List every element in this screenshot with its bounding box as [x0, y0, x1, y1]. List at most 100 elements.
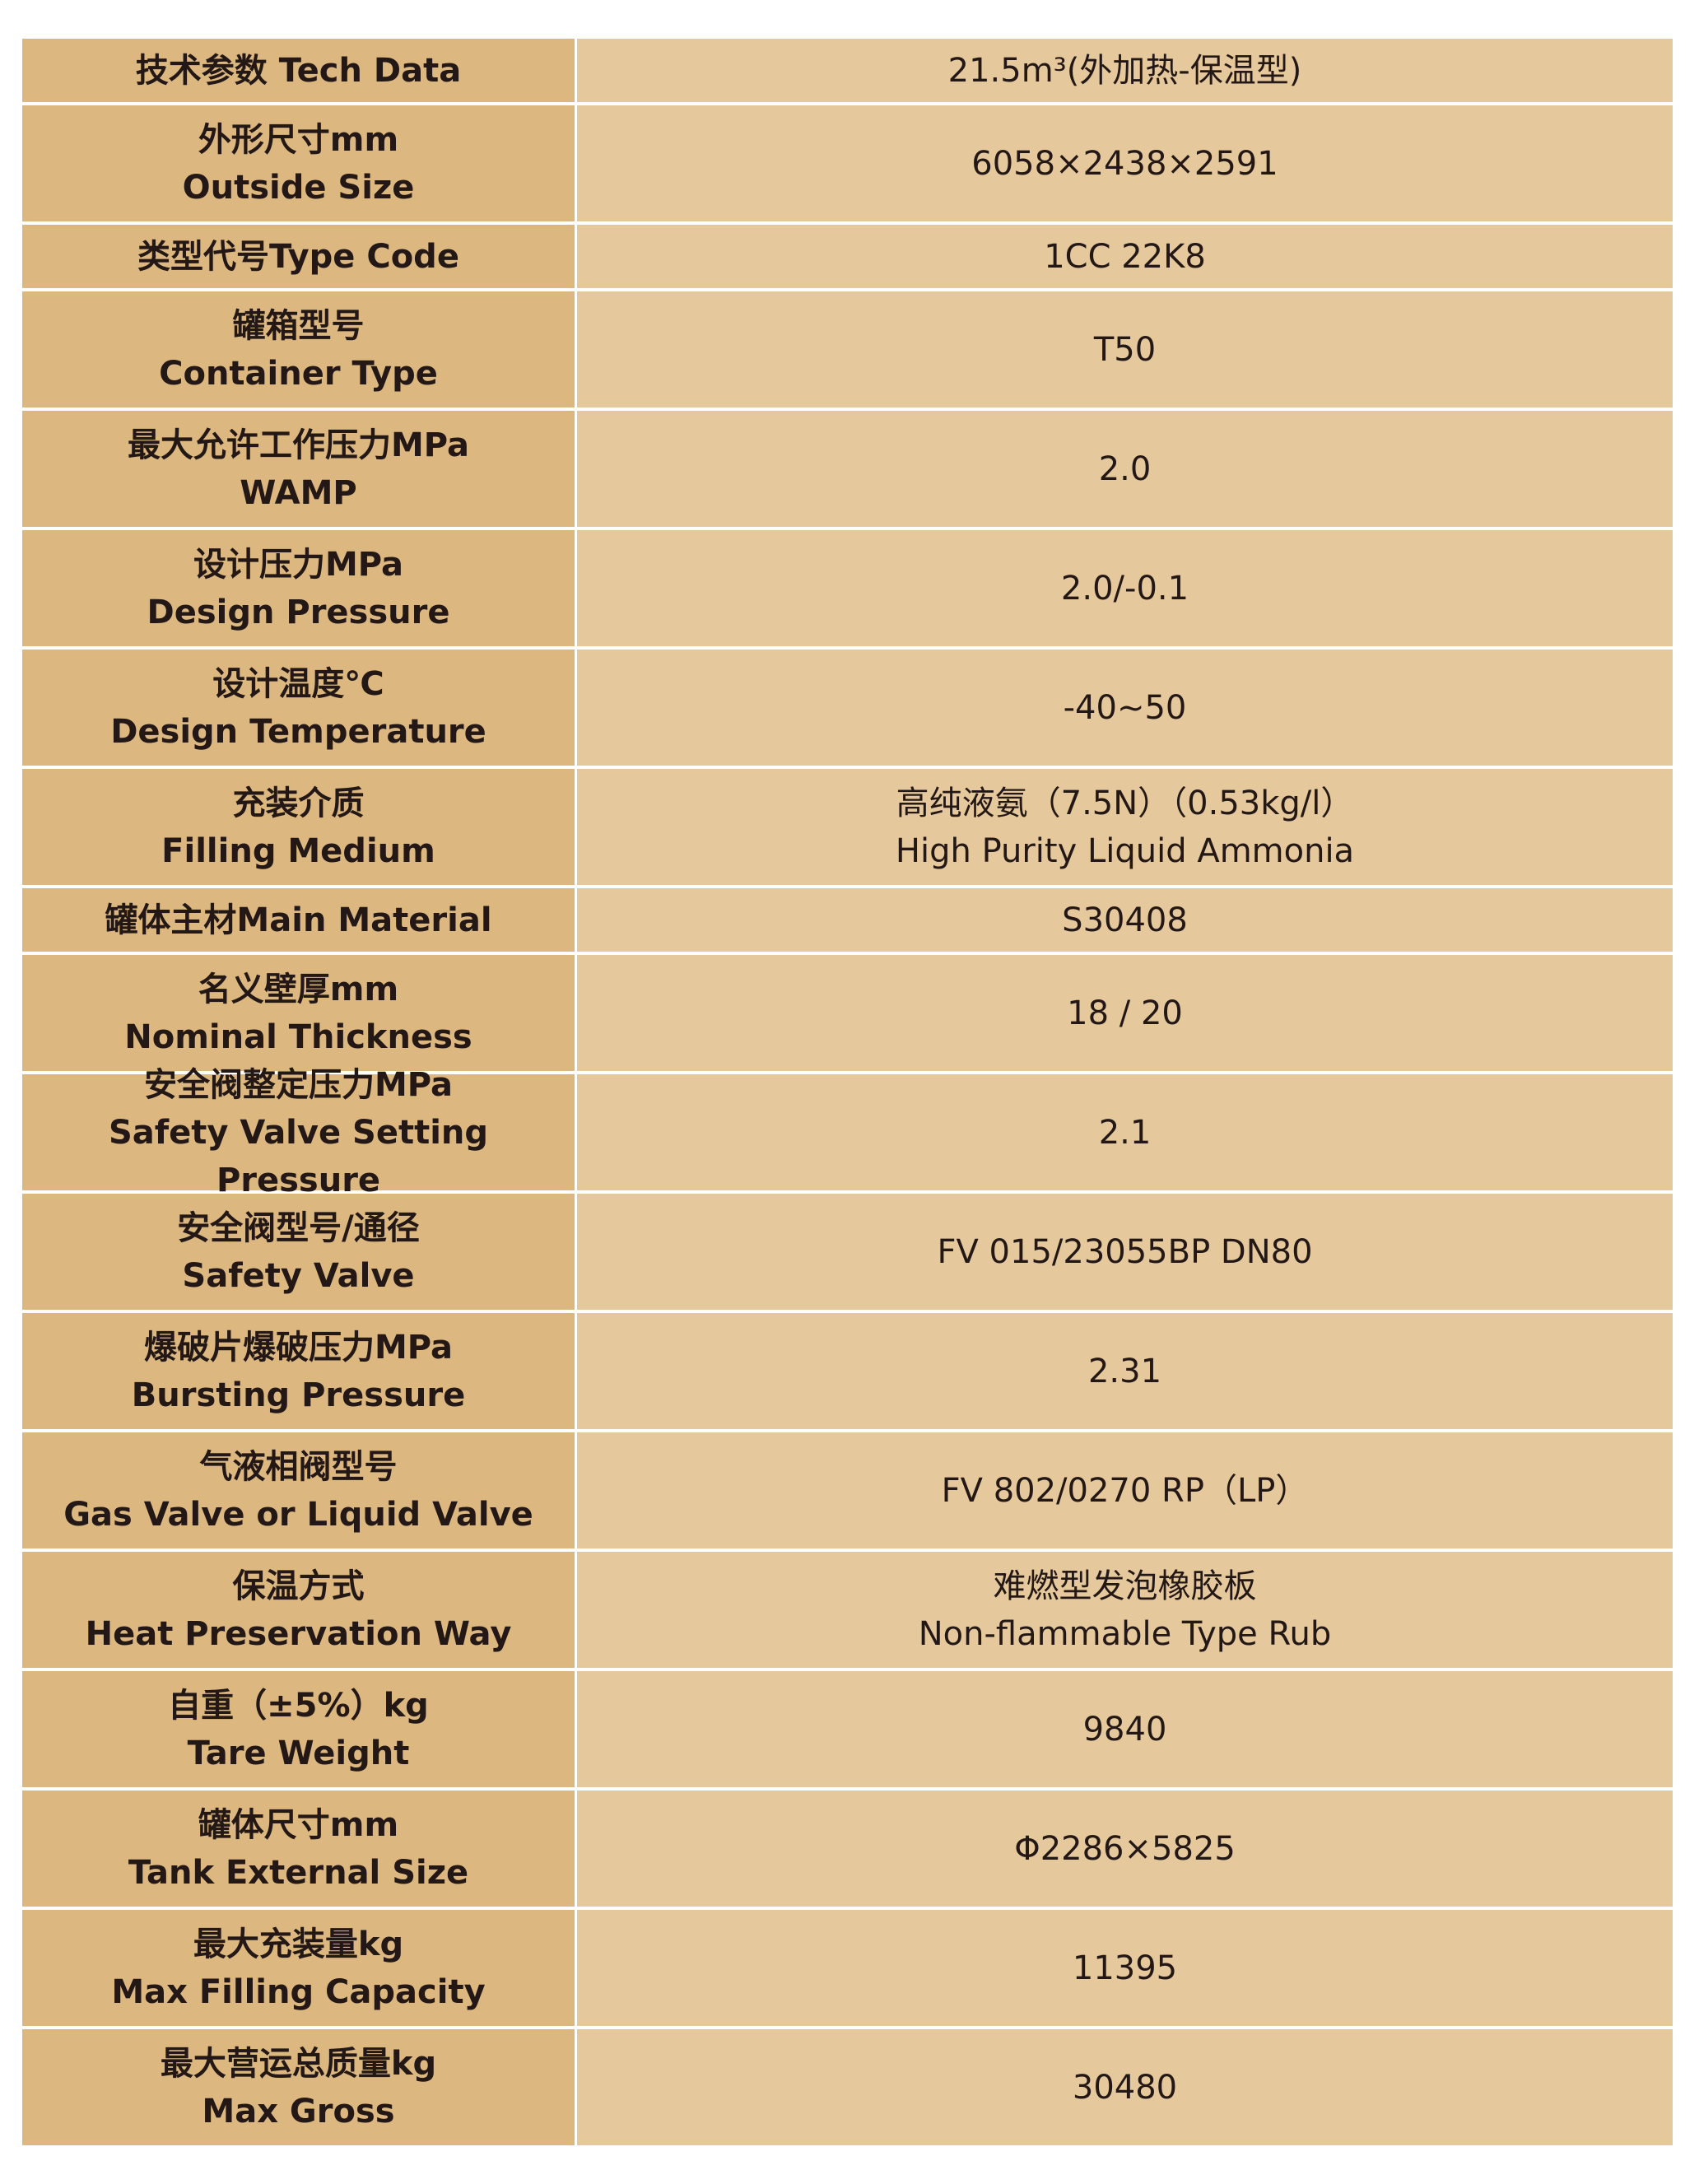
row-value: 30480	[577, 2029, 1673, 2145]
row-label: 自重（±5%）kg Tare Weight	[22, 1671, 577, 1787]
row-label: 安全阀整定压力MPa Safety Valve Setting Pressure	[22, 1066, 577, 1199]
row-label: 爆破片爆破压力MPa Bursting Pressure	[22, 1313, 577, 1429]
row-value: 1CC 22K8	[577, 225, 1673, 288]
label-chinese: 罐箱型号	[232, 306, 365, 345]
table-row: 自重（±5%）kg Tare Weight 9840	[22, 1671, 1673, 1791]
label-chinese: 类型代号Type Code	[137, 237, 459, 276]
table-row: 最大营运总质量kg Max Gross 30480	[22, 2029, 1673, 2149]
value-text: 6058×2438×2591	[971, 144, 1278, 183]
table-row: 安全阀整定压力MPa Safety Valve Setting Pressure 2…	[22, 1066, 1673, 1199]
value-text: T50	[1093, 330, 1157, 369]
table-row: 罐箱型号 Container Type T50	[22, 291, 1673, 411]
row-label: 罐体尺寸mm Tank External Size	[22, 1791, 577, 1907]
label-chinese: 最大充装量kg	[193, 1925, 404, 1963]
value-text: 2.31	[1087, 1352, 1162, 1390]
label-chinese: 罐体尺寸mm	[198, 1805, 399, 1844]
spec-table: 技术参数 Tech Data 21.5m³(外加热-保温型) 外形尺寸mm Outsi…	[22, 39, 1673, 2149]
label-english: Filling Medium	[161, 831, 435, 870]
label-chinese: 设计压力MPa	[193, 545, 404, 584]
label-chinese: 设计温度℃	[212, 664, 384, 703]
table-row: 安全阀型号/通径 Safety Valve FV 015/23055BP DN80	[22, 1194, 1673, 1313]
value-text: Φ2286×5825	[1014, 1829, 1236, 1868]
value-text: 21.5m³(外加热-保温型)	[947, 51, 1302, 90]
label-chinese: 保温方式	[232, 1567, 365, 1605]
table-row: 充装介质 Filling Medium 高纯液氨（7.5N）（0.53kg/l） Hi…	[22, 769, 1673, 888]
row-label: 最大充装量kg Max Filling Capacity	[22, 1910, 577, 2026]
row-value: -40~50	[577, 650, 1673, 766]
row-value: 难燃型发泡橡胶板 Non-flammable Type Rub	[577, 1552, 1673, 1668]
label-english: Safety Valve	[182, 1256, 415, 1295]
label-chinese: 安全阀整定压力MPa	[143, 1065, 454, 1104]
label-english: Max Gross	[202, 2092, 395, 2130]
row-label: 罐体主材Main Material	[22, 888, 577, 952]
label-english: Design Pressure	[147, 593, 450, 631]
row-value: 11395	[577, 1910, 1673, 2026]
label-english: Max Filling Capacity	[111, 1972, 486, 2011]
row-value: FV 015/23055BP DN80	[577, 1194, 1673, 1310]
row-label: 安全阀型号/通径 Safety Valve	[22, 1194, 577, 1310]
value-text: 难燃型发泡橡胶板	[993, 1567, 1257, 1605]
label-chinese: 自重（±5%）kg	[168, 1686, 429, 1725]
row-label: 最大营运总质量kg Max Gross	[22, 2029, 577, 2145]
table-row: 最大允许工作压力MPa WAMP 2.0	[22, 411, 1673, 530]
row-value: 2.1	[577, 1074, 1673, 1190]
label-chinese: 技术参数 Tech Data	[135, 51, 462, 90]
value-text: 9840	[1082, 1710, 1167, 1749]
row-value: T50	[577, 291, 1673, 407]
label-english: Outside Size	[182, 168, 415, 207]
table-row: 外形尺寸mm Outside Size 6058×2438×2591	[22, 105, 1673, 225]
table-row: 最大充装量kg Max Filling Capacity 11395	[22, 1910, 1673, 2029]
row-label: 设计温度℃ Design Temperature	[22, 650, 577, 766]
label-english: Tank External Size	[128, 1853, 469, 1892]
row-label: 类型代号Type Code	[22, 225, 577, 288]
value-text: 2.0/-0.1	[1060, 569, 1189, 608]
row-label: 技术参数 Tech Data	[22, 39, 577, 102]
row-value: 高纯液氨（7.5N）（0.53kg/l） High Purity Liquid A…	[577, 769, 1673, 885]
label-chinese: 安全阀型号/通径	[177, 1208, 420, 1247]
row-value: 6058×2438×2591	[577, 105, 1673, 221]
value-text: S30408	[1062, 901, 1188, 939]
table-row: 设计压力MPa Design Pressure 2.0/-0.1	[22, 530, 1673, 650]
table-row: 设计温度℃ Design Temperature -40~50	[22, 650, 1673, 769]
value-text: High Purity Liquid Ammonia	[895, 831, 1355, 870]
row-label: 充装介质 Filling Medium	[22, 769, 577, 885]
value-text: FV 015/23055BP DN80	[937, 1232, 1313, 1271]
label-english: Safety Valve Setting Pressure	[108, 1113, 489, 1199]
label-english: Tare Weight	[187, 1734, 410, 1772]
label-chinese: 罐体主材Main Material	[105, 901, 492, 939]
value-text: 2.0	[1098, 449, 1152, 488]
table-row: 技术参数 Tech Data 21.5m³(外加热-保温型)	[22, 39, 1673, 105]
value-text: 2.1	[1098, 1113, 1152, 1152]
row-value: 2.0/-0.1	[577, 530, 1673, 646]
row-value: S30408	[577, 888, 1673, 952]
row-value: Φ2286×5825	[577, 1791, 1673, 1907]
value-text: 11395	[1072, 1949, 1178, 1987]
row-value: 9840	[577, 1671, 1673, 1787]
value-text: Non-flammable Type Rub	[918, 1614, 1332, 1653]
label-chinese: 名义壁厚mm	[198, 970, 399, 1008]
value-text: 30480	[1072, 2068, 1178, 2107]
row-label: 设计压力MPa Design Pressure	[22, 530, 577, 646]
label-chinese: 最大营运总质量kg	[160, 2044, 437, 2083]
table-row: 保温方式 Heat Preservation Way 难燃型发泡橡胶板 Non-fla…	[22, 1552, 1673, 1671]
label-english: Gas Valve or Liquid Valve	[63, 1495, 533, 1534]
row-label: 最大允许工作压力MPa WAMP	[22, 411, 577, 527]
table-row: 罐体尺寸mm Tank External Size Φ2286×5825	[22, 1791, 1673, 1910]
label-english: Container Type	[159, 354, 438, 393]
row-value: FV 802/0270 RP（LP）	[577, 1432, 1673, 1548]
label-chinese: 气液相阀型号	[199, 1447, 398, 1486]
label-chinese: 爆破片爆破压力MPa	[143, 1328, 454, 1367]
row-label: 名义壁厚mm Nominal Thickness	[22, 955, 577, 1071]
label-english: Nominal Thickness	[124, 1017, 472, 1056]
row-label: 保温方式 Heat Preservation Way	[22, 1552, 577, 1668]
label-chinese: 外形尺寸mm	[198, 120, 399, 159]
value-text: 高纯液氨（7.5N）（0.53kg/l）	[896, 784, 1354, 822]
label-chinese: 充装介质	[232, 784, 365, 822]
value-text: 18 / 20	[1067, 994, 1183, 1032]
table-row: 爆破片爆破压力MPa Bursting Pressure 2.31	[22, 1313, 1673, 1432]
row-value: 2.31	[577, 1313, 1673, 1429]
label-english: Bursting Pressure	[131, 1376, 466, 1414]
row-label: 气液相阀型号 Gas Valve or Liquid Valve	[22, 1432, 577, 1548]
table-row: 类型代号Type Code 1CC 22K8	[22, 225, 1673, 291]
value-text: -40~50	[1063, 688, 1187, 727]
